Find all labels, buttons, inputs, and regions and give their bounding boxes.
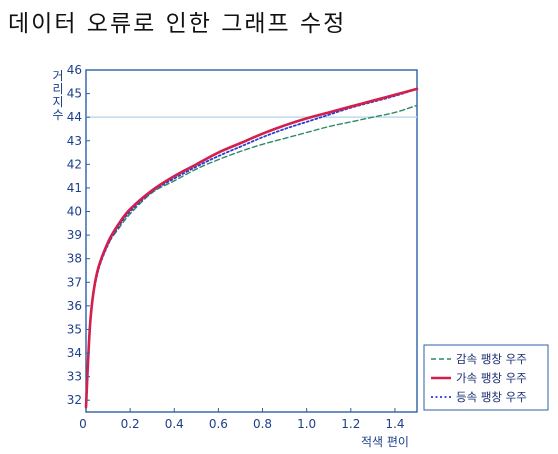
series-line-decel bbox=[85, 104, 418, 408]
x-tick-label: 0.2 bbox=[121, 417, 140, 431]
y-tick-label: 45 bbox=[67, 87, 82, 101]
y-tick-label: 35 bbox=[67, 322, 82, 336]
y-tick-label: 34 bbox=[67, 346, 82, 360]
y-tick-label: 37 bbox=[67, 275, 82, 289]
x-axis-label: 적색 편이 bbox=[361, 435, 409, 449]
legend-label-const: 등속 팽창 우주 bbox=[456, 390, 527, 404]
x-tick-label: 0.4 bbox=[165, 417, 184, 431]
legend-label-decel: 감속 팽창 우주 bbox=[456, 352, 527, 366]
page-title: 데이터 오류로 인한 그래프 수정 bbox=[8, 11, 347, 37]
y-tick-label: 32 bbox=[67, 393, 82, 407]
y-tick-label: 40 bbox=[67, 205, 82, 219]
plot-frame bbox=[85, 69, 418, 413]
x-tick-label: 1.4 bbox=[385, 417, 404, 431]
y-tick-label: 33 bbox=[67, 370, 82, 384]
legend-label-accel: 가속 팽창 우주 bbox=[456, 371, 527, 385]
y-tick-label: 43 bbox=[67, 134, 82, 148]
x-tick-label: 1.2 bbox=[341, 417, 360, 431]
x-tick-label: 0.6 bbox=[209, 417, 228, 431]
y-tick-label: 41 bbox=[67, 181, 82, 195]
series-line-accel bbox=[84, 87, 419, 409]
x-tick-label: 0 bbox=[79, 417, 87, 431]
series-line-const bbox=[85, 87, 418, 409]
x-tick-label: 1.0 bbox=[297, 417, 316, 431]
y-tick-label: 44 bbox=[67, 110, 82, 124]
y-tick-label: 46 bbox=[67, 63, 82, 77]
y-tick-label: 39 bbox=[67, 228, 82, 242]
y-tick-label: 36 bbox=[67, 299, 82, 313]
y-tick-label: 38 bbox=[67, 252, 82, 266]
y-tick-label: 42 bbox=[67, 157, 82, 171]
x-tick-label: 0.8 bbox=[253, 417, 272, 431]
